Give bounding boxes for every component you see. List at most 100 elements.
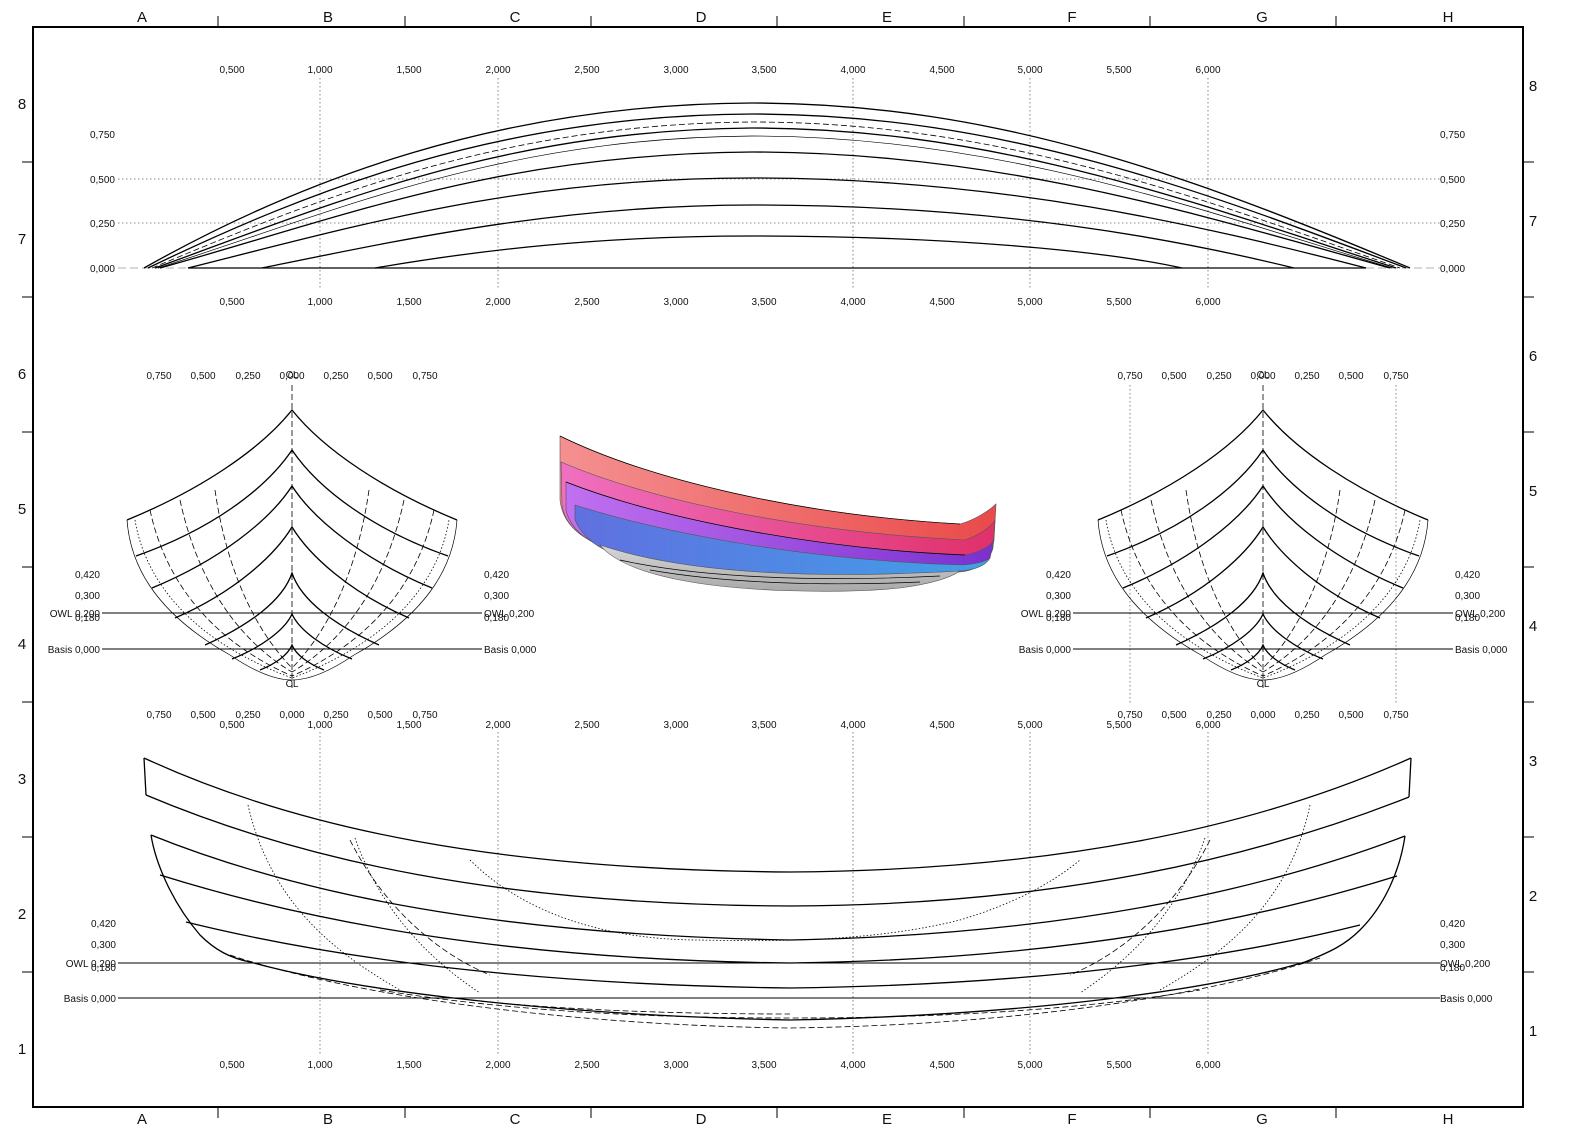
half-breadth-plan: 0,500 1,000 1,500 2,000 2,500 3,000 3,50… (90, 65, 1465, 308)
station-scale-label: 4,500 (929, 720, 954, 731)
body-scale-label: 0,500 (1161, 371, 1186, 382)
station-scale-label: 3,500 (751, 1060, 776, 1071)
waterline-label: 0,180 (75, 613, 100, 624)
offset-label: 0,750 (90, 130, 115, 141)
body-plan-left-scale-bottom: 0,750 0,500 0,250 0,000 0,250 0,500 0,75… (146, 710, 437, 721)
station-scale-label: 1,000 (307, 65, 332, 76)
station-scale-label: 1,500 (396, 1060, 421, 1071)
waterline-label: 0,420 (91, 919, 116, 930)
body-scale-label: 0,000 (1250, 371, 1275, 382)
row-ticks (22, 161, 1534, 973)
col-label: E (882, 9, 892, 26)
offset-label: 0,000 (90, 264, 115, 275)
station-scale-label: 3,000 (663, 297, 688, 308)
station-scale-label: 3,500 (751, 65, 776, 76)
body-scale-label: 0,250 (1294, 371, 1319, 382)
station-scale-label: 5,500 (1106, 65, 1131, 76)
body-plan-left-sections (126, 408, 458, 681)
body-scale-label: 0,250 (1294, 710, 1319, 721)
body-plan-right-sections (1097, 408, 1429, 681)
row-label: 5 (18, 501, 26, 518)
body-scale-label: 0,250 (323, 710, 348, 721)
waterline-label: 0,420 (1046, 570, 1071, 581)
col-label: H (1443, 9, 1454, 26)
half-breadth-offset-labels-left: 0,750 0,500 0,250 0,000 (90, 130, 115, 275)
station-scale-label: 1,000 (307, 720, 332, 731)
offset-label: 0,000 (1440, 264, 1465, 275)
col-label: D (696, 9, 707, 26)
waterline-label: 0,300 (91, 940, 116, 951)
body-scale-label: 0,500 (367, 371, 392, 382)
body-scale-label: 0,750 (1117, 710, 1142, 721)
waterline-label: 0,300 (1455, 591, 1480, 602)
body-scale-label: 0,750 (1117, 371, 1142, 382)
station-scale-label: 0,500 (219, 297, 244, 308)
body-scale-label: 0,500 (1338, 371, 1363, 382)
body-scale-label: 0,250 (235, 710, 260, 721)
body-scale-label: 0,750 (146, 371, 171, 382)
station-scale-bottom-upper: 0,500 1,000 1,500 2,000 2,500 3,000 3,50… (219, 720, 1220, 731)
centerline-label: CL (1257, 370, 1270, 381)
row-label: 4 (1529, 618, 1537, 635)
station-scale-label: 6,000 (1195, 297, 1220, 308)
station-scale-label: 4,000 (840, 65, 865, 76)
waterline-label: 0,420 (1440, 919, 1465, 930)
body-scale-label: 0,750 (412, 710, 437, 721)
waterline-label: Basis 0,000 (1019, 645, 1072, 656)
waterline-label: Basis 0,000 (48, 645, 101, 656)
body-plan-left: 0,750 0,500 0,250 0,000 0,250 0,500 0,75… (48, 370, 537, 721)
body-scale-label: 0,500 (1338, 710, 1363, 721)
col-label: D (696, 1111, 707, 1128)
waterline-label: OWL 0,200 (50, 609, 101, 620)
station-scale-label: 5,000 (1017, 65, 1042, 76)
station-scale-label: 3,000 (663, 720, 688, 731)
station-scale-label: 6,000 (1195, 1060, 1220, 1071)
body-plan-right-scale-bottom: 0,750 0,500 0,250 0,000 0,250 0,500 0,75… (1117, 710, 1408, 721)
station-lines-bottom (319, 732, 1209, 1055)
row-label: 6 (18, 366, 26, 383)
row-label: 8 (1529, 78, 1537, 95)
station-scale-label: 4,000 (840, 297, 865, 308)
waterline-label: 0,300 (484, 591, 509, 602)
body-scale-label: 0,750 (1383, 371, 1408, 382)
body-plan-right: 0,750 0,500 0,250 0,000 0,250 0,500 0,75… (1019, 370, 1508, 721)
station-scale-label: 1,500 (396, 297, 421, 308)
station-scale-label: 3,000 (663, 1060, 688, 1071)
row-label: 8 (18, 96, 26, 113)
station-scale-label: 4,000 (840, 720, 865, 731)
station-scale-label: 0,500 (219, 65, 244, 76)
station-scale-top-lower: 0,500 1,000 1,500 2,000 2,500 3,000 3,50… (219, 297, 1220, 308)
col-label: A (137, 1111, 147, 1128)
waterline-curves (143, 102, 1411, 269)
body-scale-label: 0,000 (279, 710, 304, 721)
body-scale-label: 0,000 (1250, 710, 1275, 721)
station-scale-label: 5,500 (1106, 1060, 1131, 1071)
waterline-label: 0,180 (1440, 963, 1465, 974)
waterline-label: 0,300 (75, 591, 100, 602)
col-label: B (323, 1111, 333, 1128)
col-label: G (1256, 1111, 1268, 1128)
body-scale-label: 0,250 (235, 371, 260, 382)
station-scale-label: 0,500 (219, 720, 244, 731)
body-scale-label: 0,250 (1206, 710, 1231, 721)
row-label: 7 (18, 231, 26, 248)
station-scale-label: 6,000 (1195, 65, 1220, 76)
col-label: F (1067, 1111, 1076, 1128)
body-scale-label: 0,750 (412, 371, 437, 382)
station-scale-label: 2,000 (485, 720, 510, 731)
row-labels-right: 8 7 6 5 4 3 2 1 (1529, 78, 1537, 1040)
body-scale-label: 0,250 (323, 371, 348, 382)
body-scale-label: 0,500 (190, 371, 215, 382)
station-scale-label: 2,000 (485, 65, 510, 76)
waterline-label: 0,300 (1440, 940, 1465, 951)
row-labels-left: 8 7 6 5 4 3 2 1 (18, 96, 26, 1058)
col-label: C (510, 9, 521, 26)
body-scale-label: 0,500 (1161, 710, 1186, 721)
row-label: 4 (18, 636, 26, 653)
station-scale-label: 0,500 (219, 1060, 244, 1071)
station-scale-label: 4,500 (929, 297, 954, 308)
station-scale-label: 2,500 (574, 297, 599, 308)
station-scale-label: 3,000 (663, 65, 688, 76)
sheer-plan-curves (143, 757, 1412, 1029)
